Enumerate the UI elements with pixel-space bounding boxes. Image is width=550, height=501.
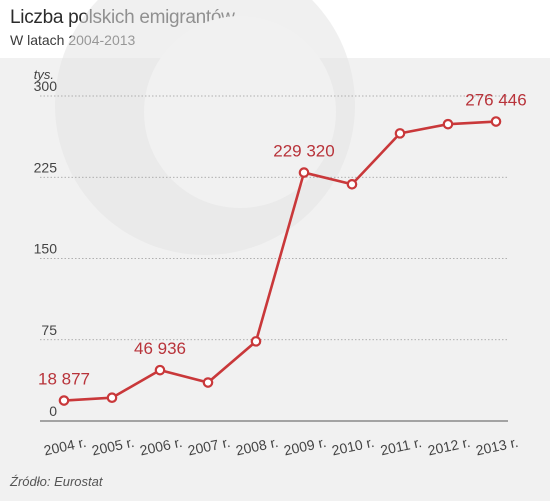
x-tick-label: 2005 r. xyxy=(90,434,135,459)
x-tick-label: 2004 r. xyxy=(42,434,87,459)
y-tick-label: 150 xyxy=(34,241,58,257)
x-tick-label: 2010 r. xyxy=(330,434,375,459)
y-unit-label: tys. xyxy=(34,67,54,82)
series-line xyxy=(63,120,497,402)
x-tick-label: 2011 r. xyxy=(379,434,423,458)
y-tick-label: 0 xyxy=(49,403,57,419)
data-point xyxy=(154,364,166,376)
data-point xyxy=(442,118,454,130)
watermark-ring-hole xyxy=(144,16,336,208)
y-tick-label: 300 xyxy=(34,78,58,94)
x-tick-label: 2007 r. xyxy=(186,434,231,459)
data-point xyxy=(298,167,310,178)
x-tick-label: 2006 r. xyxy=(138,434,183,459)
watermark-logo xyxy=(55,0,355,255)
data-point xyxy=(106,392,118,404)
data-label: 18 877 xyxy=(38,370,90,389)
x-tick-label: 2012 r. xyxy=(426,434,471,459)
data-point xyxy=(346,178,358,190)
source-note: Źródło: Eurostat xyxy=(10,474,103,489)
data-point xyxy=(394,128,406,139)
data-point xyxy=(202,377,214,388)
data-point xyxy=(250,336,262,347)
data-label: 276 446 xyxy=(465,91,526,110)
data-point xyxy=(490,116,502,127)
x-tick-label: 2013 r. xyxy=(474,434,519,459)
data-point xyxy=(58,395,70,406)
data-label: 46 936 xyxy=(134,339,186,358)
y-tick-label: 75 xyxy=(41,322,57,338)
x-tick-label: 2009 r. xyxy=(282,434,327,459)
data-label: 229 320 xyxy=(273,142,334,161)
x-tick-label: 2008 r. xyxy=(234,434,279,459)
y-tick-label: 225 xyxy=(34,159,58,175)
